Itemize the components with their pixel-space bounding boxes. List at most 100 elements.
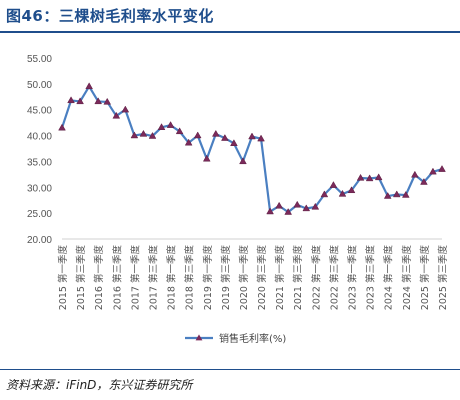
- data-point: [275, 201, 283, 209]
- data-point: [239, 157, 247, 165]
- x-tick-label: 2019 第一季度: [202, 245, 214, 311]
- x-tick-label-text: 2016 第一季度: [93, 245, 105, 311]
- x-tick-label-text: 2023 第一季度: [347, 245, 359, 311]
- y-tick-label: 20.00: [27, 235, 52, 246]
- data-point: [347, 186, 356, 194]
- y-axis: 20.00 25.00 30.00 35.00 40.00 45.00 50.00 55.00: [27, 54, 52, 246]
- x-tick-label-text: 2015 第一季度: [57, 245, 69, 311]
- data-point: [148, 131, 157, 139]
- data-point: [302, 204, 311, 212]
- x-tick-label-text: 2018 第三季度: [184, 245, 196, 311]
- data-point: [429, 167, 437, 175]
- y-tick-label: 45.00: [27, 106, 52, 117]
- x-tick-label-text: 2020 第一季度: [238, 245, 250, 311]
- x-tick-label-text: 2019 第三季度: [220, 245, 232, 311]
- data-point: [266, 207, 274, 215]
- x-tick-label-text: 2019 第一季度: [202, 245, 214, 311]
- data-point: [420, 178, 428, 185]
- x-tick-label: 2021 第三季度: [292, 245, 304, 311]
- data-point: [311, 202, 320, 210]
- x-tick-label-text: 2022 第一季度: [310, 245, 322, 311]
- x-tick-label: 2024 第一季度: [383, 245, 395, 311]
- data-point: [175, 127, 184, 135]
- x-tick-label: 2023 第一季度: [347, 245, 359, 311]
- x-tick-label: 2019 第三季度: [220, 245, 232, 311]
- x-tick-label-text: 2015 第三季度: [75, 245, 87, 311]
- x-tick-label: 2016 第三季度: [111, 245, 123, 311]
- y-tick-label: 30.00: [27, 183, 52, 194]
- y-tick-label: 55.00: [27, 54, 52, 65]
- x-tick-label-text: 2025 第三季度: [437, 245, 449, 311]
- series-layer: [58, 82, 446, 215]
- data-point: [76, 97, 84, 105]
- x-tick-label: 2023 第三季度: [365, 245, 377, 311]
- x-axis: 2015 第一季度 2015 第三季度 2016 第一季度 2016 第三季度 2017…: [57, 238, 449, 311]
- y-tick-label: 40.00: [27, 132, 52, 143]
- data-point: [211, 129, 220, 137]
- data-point: [284, 208, 293, 215]
- data-point: [392, 190, 401, 198]
- x-tick-label-text: 2021 第一季度: [274, 245, 286, 311]
- data-point: [221, 134, 229, 141]
- x-tick-label: 2015 第三季度: [75, 245, 87, 311]
- x-tick-label: 2024 第三季度: [401, 245, 413, 311]
- data-point: [365, 174, 374, 182]
- x-tick-label: 2017 第三季度: [147, 245, 159, 311]
- data-point: [103, 97, 112, 105]
- data-point: [112, 111, 121, 119]
- data-point: [293, 200, 302, 208]
- title-rule: [0, 31, 460, 33]
- series-line-gross-margin: [60, 85, 443, 214]
- gross-margin-line-chart: 20.00 25.00 30.00 35.00 40.00 45.00 50.00 55.00…: [27, 54, 449, 345]
- figure-title: 图46：三棵树毛利率水平变化: [6, 7, 214, 25]
- legend-marker-icon: [195, 334, 203, 341]
- x-tick-label: 2025 第三季度: [437, 245, 449, 311]
- x-tick-label: 2016 第一季度: [93, 245, 105, 311]
- x-tick-label: 2020 第三季度: [256, 245, 268, 311]
- x-tick-label-text: 2020 第三季度: [256, 245, 268, 311]
- x-tick-label: 2022 第三季度: [328, 245, 340, 311]
- data-point: [329, 181, 338, 188]
- data-point: [320, 190, 329, 198]
- data-point: [248, 132, 256, 140]
- y-tick-label: 35.00: [27, 157, 52, 168]
- x-tick-label: 2018 第一季度: [166, 245, 178, 311]
- data-point: [230, 139, 238, 146]
- x-tick-label-text: 2024 第三季度: [401, 245, 413, 311]
- data-point: [85, 82, 93, 90]
- data-point: [67, 96, 75, 104]
- x-tick-label-text: 2018 第一季度: [166, 245, 178, 311]
- data-point: [184, 138, 193, 146]
- x-tick-label: 2022 第一季度: [310, 245, 322, 311]
- data-point: [139, 129, 148, 137]
- x-tick-label-text: 2017 第一季度: [129, 245, 141, 311]
- y-tick-label: 50.00: [27, 80, 52, 91]
- data-point: [411, 170, 419, 178]
- x-tick-label-text: 2021 第三季度: [292, 245, 304, 311]
- data-point: [383, 191, 392, 199]
- data-point: [193, 131, 202, 139]
- data-point: [58, 123, 66, 131]
- x-tick-label-text: 2025 第一季度: [419, 245, 431, 311]
- legend: 销售毛利率(%): [185, 332, 286, 345]
- data-point: [166, 121, 175, 128]
- bottom-rule: [0, 369, 460, 370]
- x-tick-label: 2021 第一季度: [274, 245, 286, 311]
- data-point: [257, 134, 265, 142]
- x-tick-label-text: 2022 第三季度: [328, 245, 340, 311]
- x-tick-label: 2020 第一季度: [238, 245, 250, 311]
- data-point: [374, 173, 383, 181]
- x-tick-label: 2015 第一季度: [57, 245, 69, 311]
- x-tick-label-text: 2024 第一季度: [383, 245, 395, 311]
- legend-label: 销售毛利率(%): [219, 332, 286, 345]
- data-point: [401, 190, 410, 198]
- x-tick-label: 2018 第三季度: [184, 245, 196, 311]
- x-tick-label-text: 2017 第三季度: [147, 245, 159, 311]
- data-point: [157, 123, 166, 130]
- x-tick-label: 2017 第一季度: [129, 245, 141, 311]
- data-point: [202, 154, 211, 162]
- data-point: [356, 173, 365, 181]
- x-tick-label-text: 2023 第三季度: [365, 245, 377, 311]
- data-point: [94, 97, 103, 105]
- data-point: [438, 165, 446, 172]
